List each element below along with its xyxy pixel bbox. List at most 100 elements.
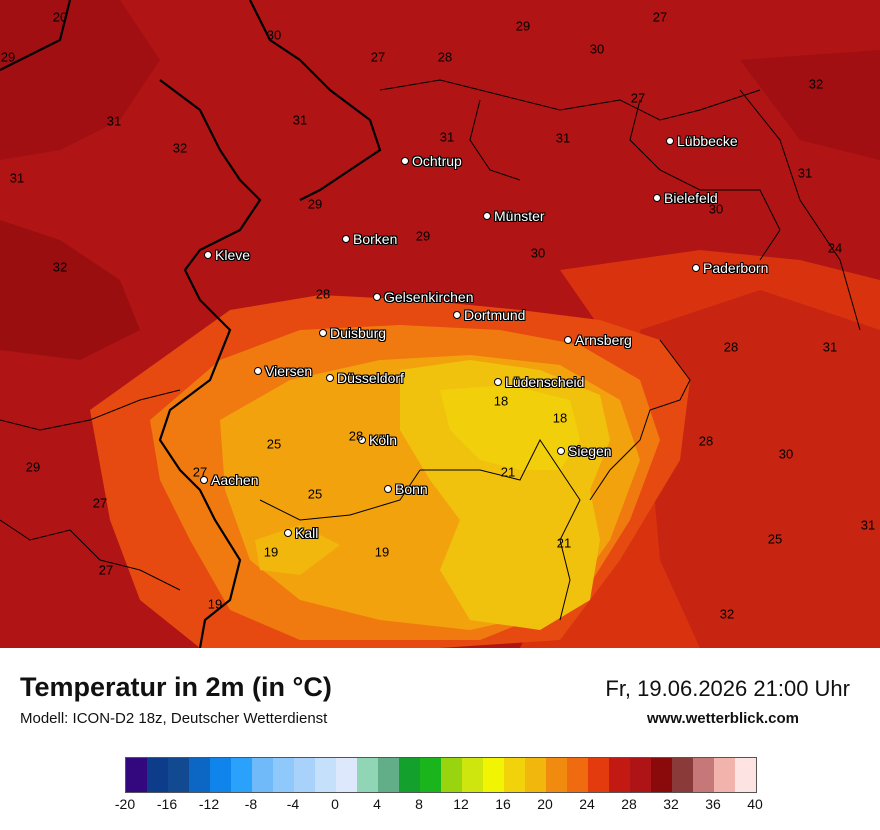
city-name: Kleve — [215, 246, 251, 263]
color-scale-swatch — [315, 758, 336, 792]
temperature-label: 27 — [192, 464, 208, 480]
city-dot — [200, 475, 208, 484]
color-scale-swatch — [378, 758, 399, 792]
city-name: Borken — [353, 230, 398, 247]
temperature-label: 29 — [0, 49, 16, 65]
city-marker: Duisburg — [319, 324, 386, 342]
map-title: Temperatur in 2m (in °C) — [20, 672, 332, 702]
temperature-label: 30 — [778, 446, 794, 462]
city-name: Kall — [295, 524, 319, 541]
color-scale-swatch — [336, 758, 357, 792]
temperature-label: 30 — [530, 245, 546, 261]
temperature-label: 31 — [797, 165, 813, 181]
color-scale-swatch — [231, 758, 252, 792]
temperature-label: 18 — [493, 393, 509, 409]
city-marker: Gelsenkirchen — [373, 288, 474, 306]
map-footer: Temperatur in 2m (in °C) Modell: ICON-D2… — [0, 648, 880, 830]
city-dot — [326, 373, 334, 382]
city-name: Duisburg — [330, 324, 387, 341]
color-scale-swatch — [357, 758, 378, 792]
temperature-label: 32 — [52, 259, 68, 275]
city-name: Viersen — [265, 362, 313, 379]
color-scale-swatch — [714, 758, 735, 792]
temperature-label: 27 — [630, 90, 646, 106]
color-scale-swatch — [294, 758, 315, 792]
city-marker: Siegen — [557, 442, 612, 460]
city-dot — [653, 193, 661, 202]
temperature-label: 25 — [266, 436, 282, 452]
temperature-label: 32 — [808, 76, 824, 92]
temperature-label: 30 — [708, 201, 724, 217]
color-scale-swatch — [651, 758, 672, 792]
temperature-label: 27 — [92, 495, 108, 511]
temperature-label: 30 — [589, 41, 605, 57]
temperature-label: 28 — [437, 49, 453, 65]
color-scale — [125, 757, 757, 793]
city-dot — [666, 136, 674, 145]
temperature-label: 29 — [307, 196, 323, 212]
temperature-label: 24 — [827, 240, 843, 256]
city-marker: Bonn — [384, 480, 428, 498]
temperature-label: 25 — [307, 486, 323, 502]
website-link[interactable]: www.wetterblick.com — [647, 710, 799, 727]
city-name: Düsseldorf — [337, 369, 404, 386]
model-info: Modell: ICON-D2 18z, Deutscher Wetterdie… — [20, 710, 328, 727]
city-name: Bielefeld — [664, 189, 718, 206]
temperature-label: 21 — [556, 535, 572, 551]
color-scale-swatch — [693, 758, 714, 792]
color-scale-tick-label: -16 — [156, 796, 178, 812]
temperature-label: 27 — [98, 562, 114, 578]
temperature-label: 28 — [698, 433, 714, 449]
city-marker: Arnsberg — [564, 331, 632, 349]
city-marker: Bielefeld — [653, 189, 718, 207]
city-dot — [401, 156, 409, 165]
color-scale-tick-label: -20 — [114, 796, 136, 812]
city-name: Siegen — [568, 442, 612, 459]
color-scale-swatch — [546, 758, 567, 792]
color-scale-tick-label: 4 — [373, 796, 381, 812]
color-scale-tick-label: 20 — [537, 796, 553, 812]
color-scale-swatch — [462, 758, 483, 792]
temperature-label: 28 — [315, 286, 331, 302]
temperature-label: 31 — [439, 129, 455, 145]
color-scale-swatch — [189, 758, 210, 792]
city-dot — [358, 435, 366, 444]
city-marker: Kall — [284, 524, 318, 542]
color-scale-swatch — [483, 758, 504, 792]
color-scale-tick-label: 16 — [495, 796, 511, 812]
city-dot — [319, 328, 327, 337]
color-scale-swatch — [420, 758, 441, 792]
color-scale-swatch — [609, 758, 630, 792]
temperature-label: 29 — [515, 18, 531, 34]
city-name: Bonn — [395, 480, 428, 497]
temperature-label: 29 — [25, 459, 41, 475]
city-dot — [384, 484, 392, 493]
city-name: Lübbecke — [677, 132, 738, 149]
temperature-label: 29 — [415, 228, 431, 244]
city-marker: Kleve — [204, 246, 250, 264]
city-name: Aachen — [211, 471, 259, 488]
temperature-label: 19 — [263, 544, 279, 560]
city-marker: Borken — [342, 230, 397, 248]
city-name: Ochtrup — [412, 152, 462, 169]
forecast-datetime: Fr, 19.06.2026 21:00 Uhr — [605, 676, 850, 701]
temperature-label: 25 — [767, 531, 783, 547]
temperature-label: 19 — [207, 596, 223, 612]
color-scale-swatch — [525, 758, 546, 792]
color-scale-swatch — [441, 758, 462, 792]
city-marker: Köln — [358, 431, 397, 449]
city-name: Münster — [494, 207, 545, 224]
color-scale-ticks: -20 -16 -12 -8 -4 0 4 8 12 16 20 24 28 32 36 40 — [115, 796, 763, 812]
color-scale-swatch — [504, 758, 525, 792]
color-scale-tick-label: 0 — [331, 796, 339, 812]
city-dot — [453, 310, 461, 319]
city-name: Gelsenkirchen — [384, 288, 474, 305]
temperature-label: 32 — [172, 140, 188, 156]
temperature-label: 19 — [374, 544, 390, 560]
city-name: Dortmund — [464, 306, 526, 323]
temperature-label: 31 — [822, 339, 838, 355]
temperature-label: 28 — [348, 428, 364, 444]
temperature-label: 21 — [500, 464, 516, 480]
temperature-field — [0, 0, 880, 648]
color-scale-swatch — [735, 758, 756, 792]
